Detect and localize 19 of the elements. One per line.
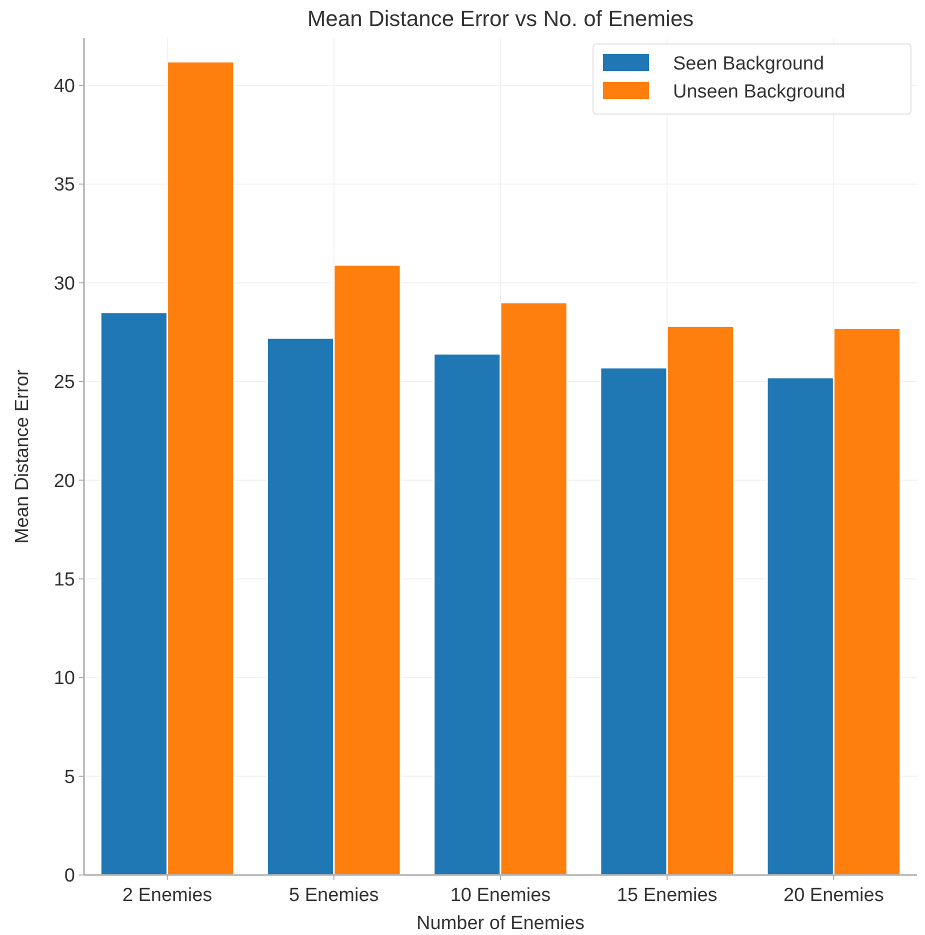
y-tick-label: 0 [64, 866, 75, 887]
y-tick-label: 15 [54, 570, 75, 591]
y-axis-title: Mean Distance Error [12, 368, 33, 544]
x-axis-title: Number of Enemies [416, 913, 584, 934]
y-tick-label: 25 [54, 372, 75, 394]
y-tick-label: 20 [54, 470, 75, 492]
x-tick-label: 20 Enemies [784, 885, 884, 906]
y-tick-label: 40 [54, 76, 75, 98]
legend-label: Seen Background [673, 54, 824, 75]
legend-label: Unseen Background [673, 82, 846, 103]
y-tick-label: 30 [54, 273, 75, 294]
chart-title: Mean Distance Error vs No. of Enemies [307, 6, 694, 31]
x-tick-label: 15 Enemies [616, 885, 718, 906]
y-tick-label: 10 [54, 668, 75, 690]
x-tick-label: 5 Enemies [289, 885, 379, 906]
x-tick-label: 2 Enemies [122, 885, 212, 906]
y-tick-label: 35 [54, 174, 75, 196]
x-tick-label: 10 Enemies [450, 885, 551, 906]
y-tick-label: 5 [64, 766, 75, 788]
